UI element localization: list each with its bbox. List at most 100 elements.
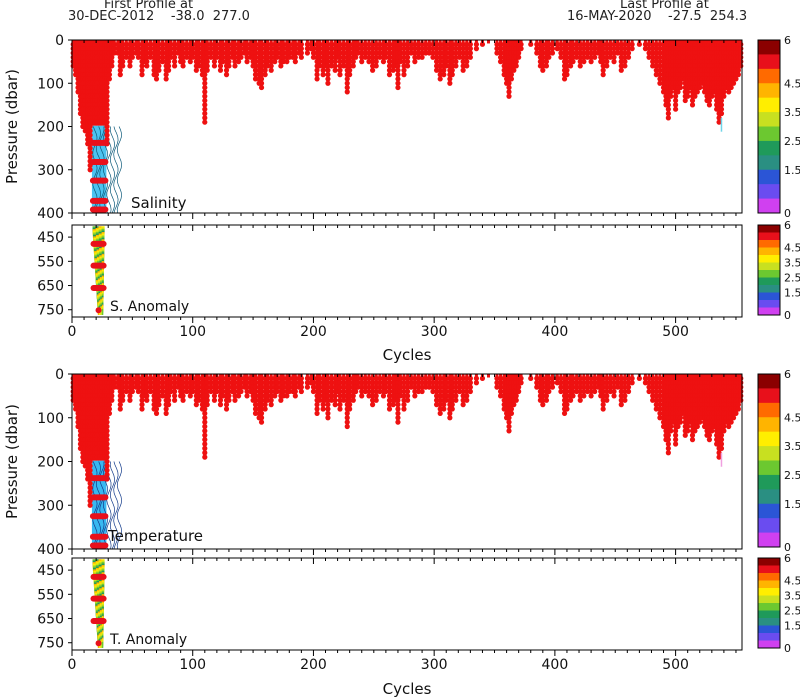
salinity-section-profile-point xyxy=(433,54,440,60)
temperature-section-profile-point xyxy=(677,419,684,425)
temperature-section-profile-point xyxy=(467,380,473,386)
salinity-section-profile-point xyxy=(362,41,368,47)
temperature-section-profile-point xyxy=(316,380,323,386)
temperature-section-profile-point xyxy=(369,375,376,381)
temperature-section-profile-point xyxy=(733,410,739,416)
temperature-section-profile-point xyxy=(232,397,238,403)
salinity-section-profile-point xyxy=(546,46,552,52)
temperature-section-profile-point xyxy=(426,375,432,381)
temperature-section-profile-point xyxy=(366,375,372,381)
temperature-section-profile-point xyxy=(646,380,652,386)
temperature-section-profile-point xyxy=(611,380,617,386)
salinity-section-profile-point xyxy=(665,110,671,117)
temperature-section-profile-point xyxy=(238,380,244,386)
temperature-section-profile-point xyxy=(359,380,365,386)
salinity-section-profile-point xyxy=(549,46,556,52)
temperature-section-profile-point xyxy=(694,423,700,430)
temperature-section-profile-point xyxy=(268,402,274,408)
salinity-section-profile-point xyxy=(109,59,115,65)
salinity-section-profile-point xyxy=(165,59,172,65)
temperature-section-profile-point xyxy=(144,384,150,390)
temperature-section-lower-axis-frame xyxy=(71,557,743,651)
temperature-section-profile-point xyxy=(252,380,259,386)
salinity-section-profile-point xyxy=(104,110,110,117)
salinity-section-profile-point xyxy=(401,67,407,73)
temperature-section-profile-point xyxy=(117,406,123,412)
salinity-section-profile-point xyxy=(204,54,210,60)
salinity-section-profile-point xyxy=(258,67,265,73)
salinity-section-profile-point xyxy=(449,54,455,60)
temperature-section-profile-point xyxy=(408,380,414,386)
salinity-section-profile-point xyxy=(284,59,290,65)
salinity-section-profile-point xyxy=(180,50,186,56)
temperature-section-profile-point xyxy=(123,384,129,390)
salinity-section-profile-point xyxy=(373,54,379,60)
temperature-section-profile-point xyxy=(584,384,591,390)
temperature-section-profile-point xyxy=(373,380,379,386)
salinity-section-profile-point xyxy=(682,97,688,104)
temperature-section-profile-point xyxy=(558,384,564,390)
salinity-section-profile-point xyxy=(104,106,110,112)
salinity-section-profile-point xyxy=(464,59,470,65)
temperature-section-profile-point xyxy=(226,388,232,395)
temperature-section-profile-point xyxy=(618,375,624,381)
temperature-section-profile-point xyxy=(437,397,443,403)
temperature-section-profile-point xyxy=(726,423,732,430)
temperature-section-profile-point xyxy=(588,375,594,381)
temperature-section-deep-profile-line xyxy=(116,461,122,550)
temperature-section-profile-point xyxy=(144,393,150,399)
temperature-section-profile-point xyxy=(540,384,546,390)
salinity-section-profile-point xyxy=(298,50,304,56)
temperature-section-profile-point xyxy=(449,384,455,390)
temperature-section-profile-point xyxy=(341,380,347,386)
salinity-section-profile-point xyxy=(430,46,436,52)
salinity-section-colorbar-upper-swatch xyxy=(758,68,780,84)
salinity-section-profile-point xyxy=(226,59,232,65)
temperature-section-profile-point xyxy=(395,415,401,421)
temperature-section-profile-point xyxy=(310,380,317,386)
salinity-section-profile-point xyxy=(581,59,587,65)
salinity-section-profile-point xyxy=(359,41,365,47)
temperature-section-profile-point xyxy=(577,375,583,381)
salinity-section-profile-point xyxy=(274,50,280,56)
temperature-section-colorbar-upper-swatch xyxy=(758,388,780,404)
salinity-section-profile-point xyxy=(156,41,162,47)
salinity-section-colorbar-upper-swatch xyxy=(758,54,780,70)
temperature-section-profile-point xyxy=(415,380,422,386)
salinity-section-profile-point xyxy=(204,59,210,65)
salinity-section-profile-point xyxy=(611,41,617,47)
salinity-section-colorbar-upper-label: 6 xyxy=(784,34,791,47)
salinity-section-profile-point xyxy=(286,54,292,60)
salinity-section-profile-point xyxy=(426,41,432,47)
salinity-section-profile-point xyxy=(453,46,459,52)
salinity-section-profile-point xyxy=(369,54,376,60)
salinity-section-profile-point xyxy=(479,41,486,47)
salinity-section-profile-point xyxy=(511,67,517,73)
salinity-section-profile-point xyxy=(464,50,470,56)
salinity-section-profile-point xyxy=(518,46,524,52)
salinity-section-profile-point xyxy=(600,50,606,56)
salinity-section-colorbar-upper-label: 0 xyxy=(784,207,791,220)
salinity-section-lower-axis-xtick-label: 400 xyxy=(542,324,569,340)
temperature-section-profile-point xyxy=(419,384,425,390)
salinity-section-profile-point xyxy=(709,93,715,99)
temperature-section-profile-point xyxy=(359,375,365,381)
salinity-section-variable-label: Salinity xyxy=(131,194,187,212)
salinity-section-profile-point xyxy=(405,63,411,69)
salinity-section-lower-axis-xtick-label: 200 xyxy=(300,324,327,340)
salinity-section-profile-point xyxy=(258,80,265,86)
temperature-section-colorbar-lower-swatch xyxy=(758,558,780,566)
temperature-section-profile-point xyxy=(347,375,353,381)
salinity-section-profile-point xyxy=(419,41,425,47)
temperature-section-profile-point xyxy=(366,393,372,399)
salinity-section-profile-point xyxy=(355,50,361,56)
salinity-section-profile-point xyxy=(419,50,425,56)
temperature-section-profile-point xyxy=(337,375,343,381)
salinity-section-profile-point xyxy=(584,41,591,47)
salinity-section-profile-point xyxy=(437,50,443,56)
temperature-section-profile-point xyxy=(405,397,411,403)
temperature-section-profile-point xyxy=(180,397,186,403)
salinity-section-profile-point xyxy=(467,41,473,47)
salinity-section-profile-point xyxy=(386,59,393,65)
temperature-section-profile-point xyxy=(220,388,226,395)
